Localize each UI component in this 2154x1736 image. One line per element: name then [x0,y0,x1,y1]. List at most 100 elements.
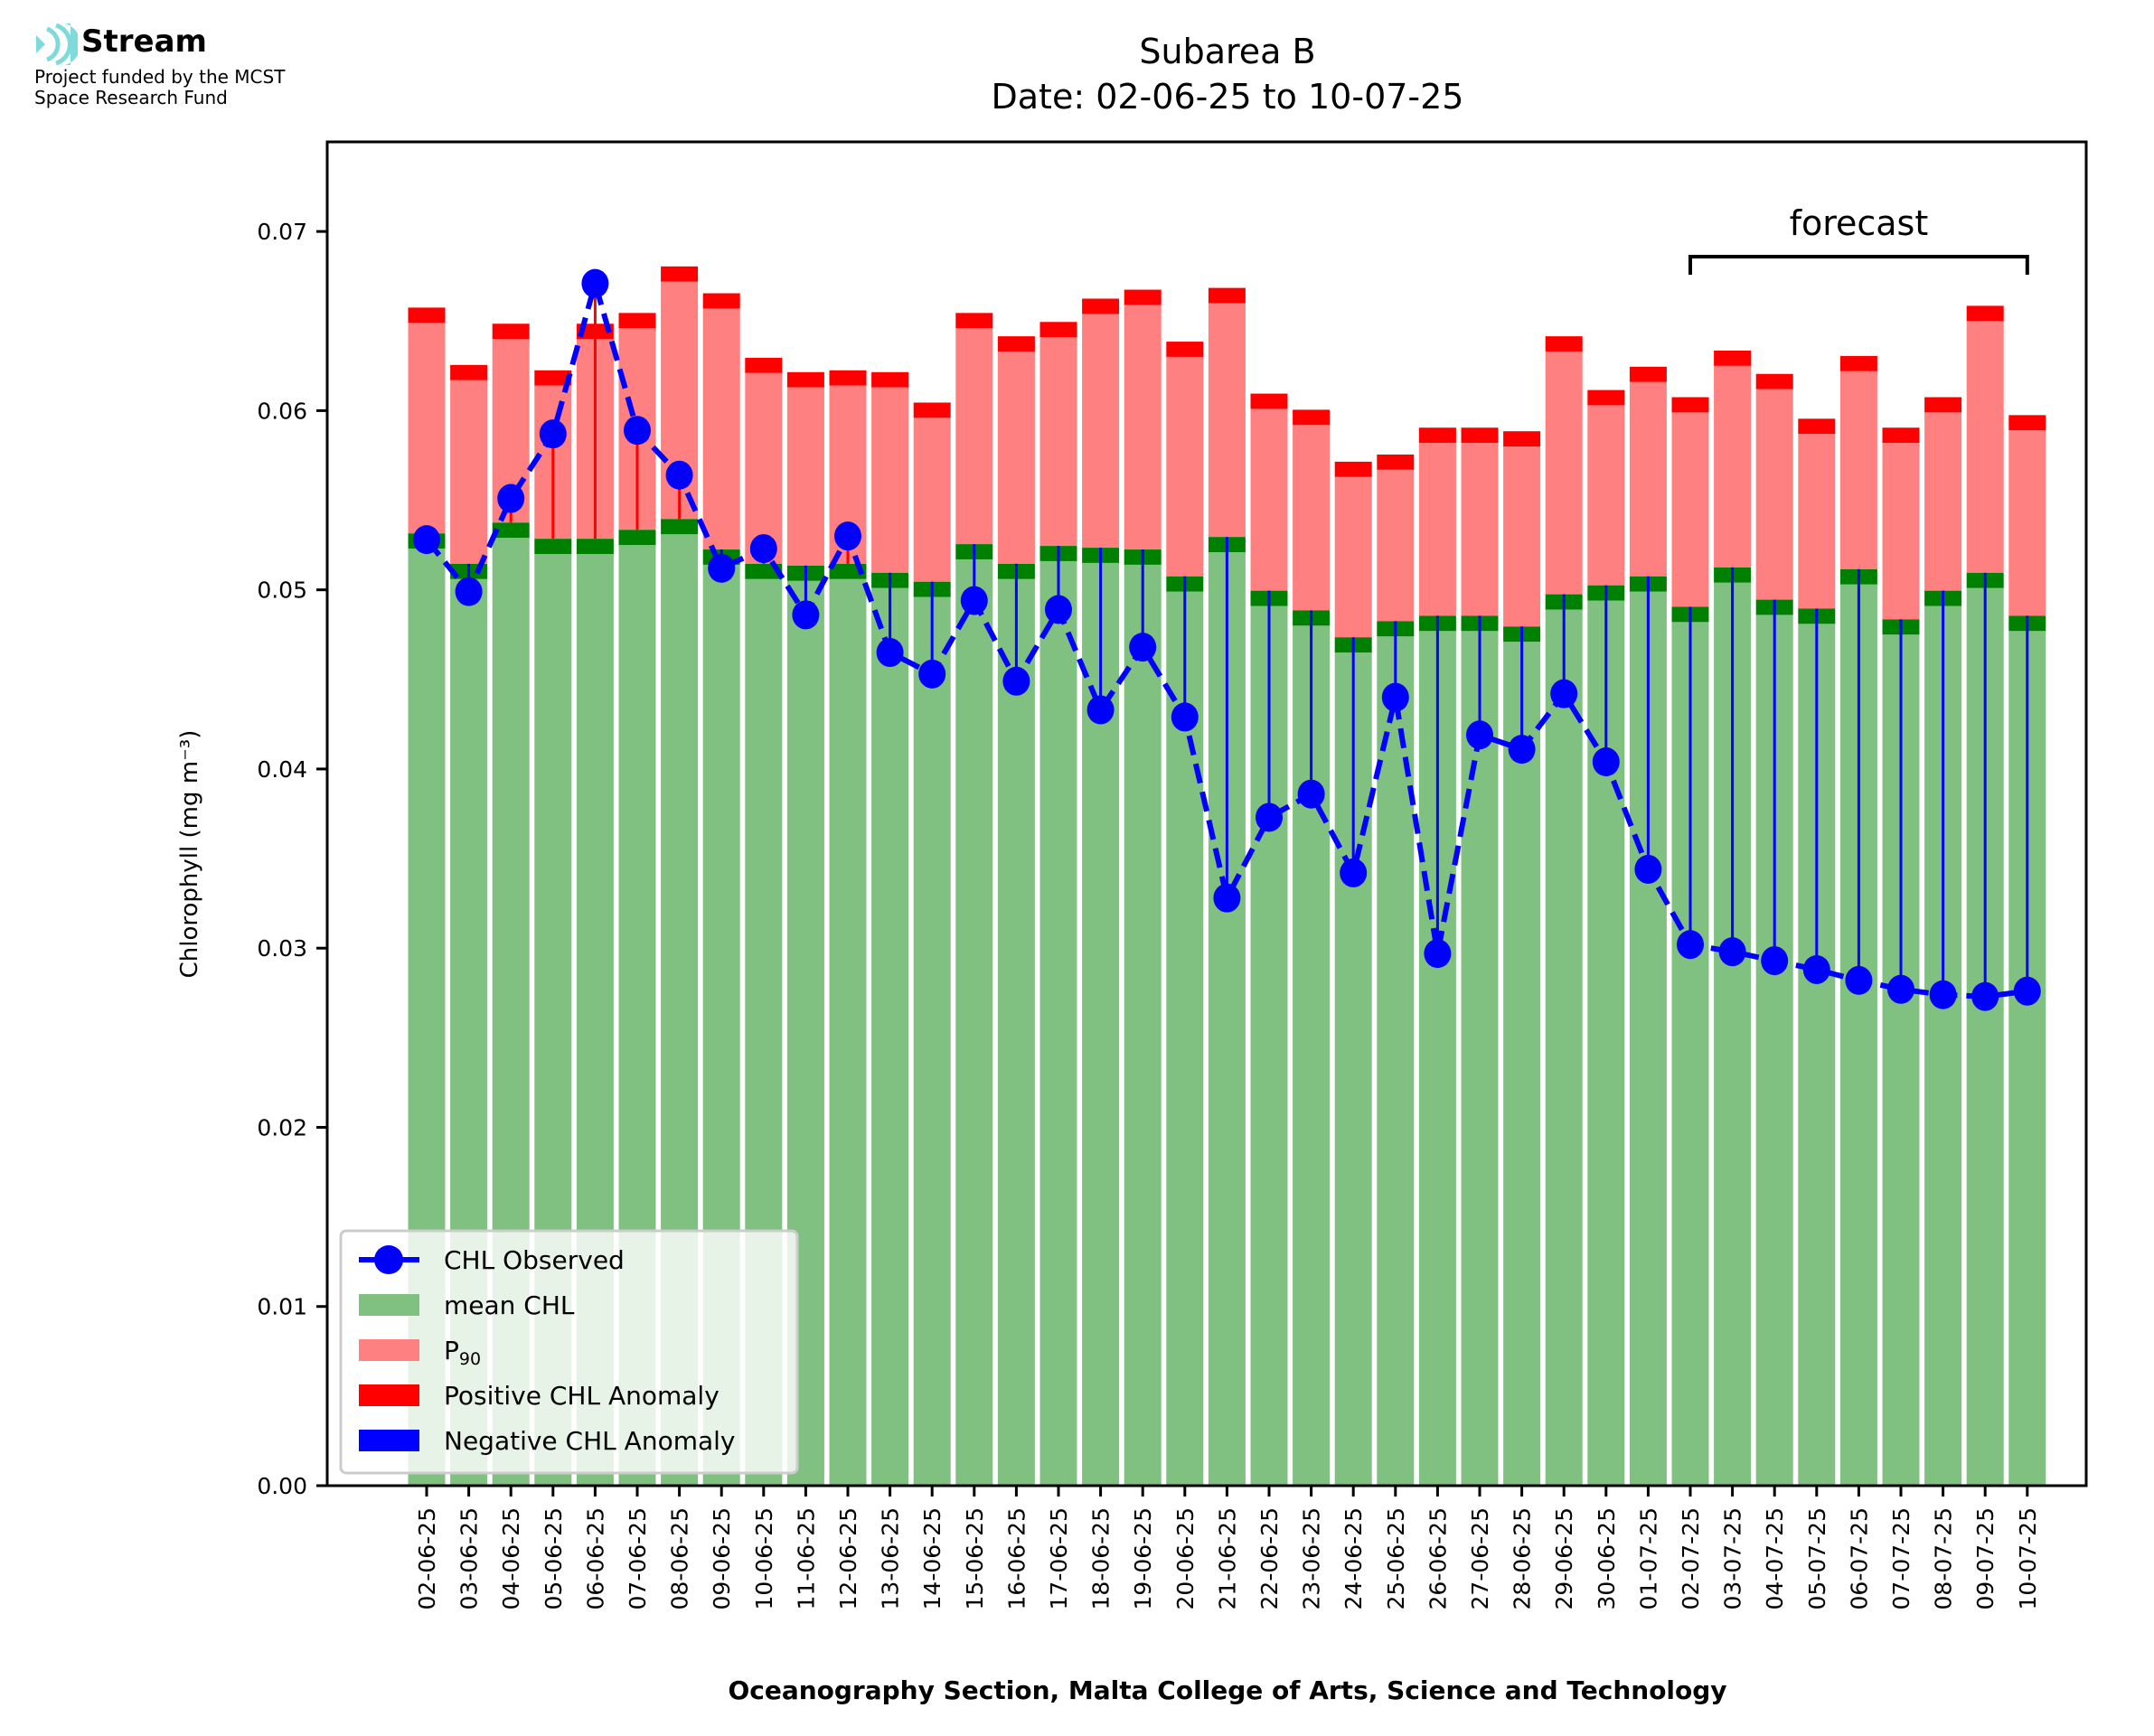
logo-subtitle: Project funded by the MCST Space Researc… [34,67,285,108]
p90-bar [1882,443,1920,620]
observed-point [749,534,777,564]
p90-marker-band [1882,427,1920,444]
mean-bar [1124,564,1162,1486]
p90-bar [1461,443,1499,616]
p90-marker-band [1293,409,1331,426]
mean-bar [1377,636,1415,1486]
p90-marker-band [1839,355,1877,371]
y-tick-label: 0.06 [257,398,307,424]
y-axis-label: Chlorophyll (mg m⁻³) [176,730,203,979]
observed-point [1129,633,1157,662]
p90-marker-band [1924,397,1962,413]
observed-point [1171,702,1199,732]
observed-point [413,525,440,555]
x-axis-label: Oceanography Section, Malta College of A… [728,1675,1726,1705]
x-tick-label: 16-06-25 [1003,1507,1030,1609]
x-tick-label: 05-06-25 [541,1507,567,1609]
p90-marker-band [1755,373,1793,389]
y-tick-label: 0.02 [257,1114,307,1140]
x-tick-label: 17-06-25 [1046,1507,1072,1609]
x-tick-label: 02-06-25 [414,1507,440,1609]
stream-waves-icon [36,23,78,65]
legend-label-mean: mean CHL [444,1290,575,1320]
p90-bar [1250,408,1288,591]
p90-marker-band [1124,289,1162,305]
mean-bar [1166,591,1204,1486]
p90-marker-band [618,313,656,329]
plot-area: 0.00 0.01 0.02 0.03 0.04 0.05 0.06 0.07 02-06-25… [257,140,2088,1609]
p90-marker-band [745,357,783,373]
p90-bar [450,380,488,564]
chart-title: Subarea B [1139,32,1315,71]
observed-point [539,419,567,449]
y-tick-label: 0.04 [257,756,307,783]
logo-subtitle-line2: Space Research Fund [34,87,228,108]
p90-bar [1082,314,1120,549]
p90-marker-band [1798,418,1836,435]
observed-point [1256,802,1283,832]
p90-bar [1629,381,1667,577]
mean-bar [871,587,909,1486]
x-tick-label: 27-06-25 [1467,1507,1493,1609]
y-tick-label: 0.05 [257,577,307,604]
mean-marker-band [618,530,656,546]
x-tick-label: 15-06-25 [962,1507,988,1609]
mean-marker-band [492,522,530,539]
mean-bar [1461,631,1499,1486]
p90-marker-band [1039,322,1077,338]
p90-marker-band [997,336,1035,352]
x-tick-label: 07-06-25 [625,1507,651,1609]
forecast-label: forecast [1790,203,1929,243]
x-tick-label: 20-06-25 [1172,1507,1199,1609]
observed-point [1845,965,1873,995]
y-tick-label: 0.00 [257,1473,307,1499]
observed-point [1550,679,1578,708]
observed-point [1929,980,1957,1009]
observed-point [1887,974,1914,1004]
observed-point [1718,937,1746,967]
p90-marker-band [1250,393,1288,409]
x-tick-label: 13-06-25 [878,1507,904,1609]
legend-box [339,1229,799,1475]
chart-subtitle: Date: 02-06-25 to 10-07-25 [992,77,1464,117]
p90-bar [1208,303,1246,538]
observed-point [2013,976,2041,1006]
p90-bar [1503,446,1541,627]
p90-bar [1714,365,1752,568]
mean-marker-band [534,539,572,555]
x-tick-label: 06-07-25 [1846,1507,1872,1609]
y-tick-label: 0.01 [257,1294,307,1320]
p90-marker-band [1629,366,1667,382]
observed-point [1508,735,1536,765]
y-tick-label: 0.03 [257,935,307,962]
p90-marker-band [492,324,530,340]
legend-swatch [359,1384,419,1406]
mean-bar [1039,560,1077,1486]
x-tick-label: 24-06-25 [1340,1507,1367,1609]
x-tick-label: 09-06-25 [709,1507,735,1609]
observed-point [1424,939,1452,969]
forecast-bracket [1688,255,2029,275]
mean-marker-band [661,519,699,535]
observed-point [1297,779,1325,809]
x-tick-label: 28-06-25 [1510,1507,1536,1609]
x-tick-label: 14-06-25 [919,1507,945,1609]
p90-marker-band [534,370,572,386]
axes-frame [325,140,2088,1487]
x-tick-label: 02-07-25 [1678,1507,1704,1609]
x-tick-label: 06-06-25 [582,1507,608,1609]
mean-bar [1545,609,1583,1486]
observed-point [1381,682,1409,712]
mean-bar [955,558,993,1486]
legend-label-neg: Negative CHL Anomaly [444,1426,735,1456]
p90-marker-band [1166,342,1204,357]
x-tick-label: 22-06-25 [1256,1507,1283,1609]
x-tick-label: 01-07-25 [1635,1507,1661,1609]
observed-point [918,659,946,689]
p90-bar [1124,305,1162,550]
observed-point [960,586,988,615]
p90-marker-band [1587,389,1625,406]
observed-line [424,273,2028,999]
